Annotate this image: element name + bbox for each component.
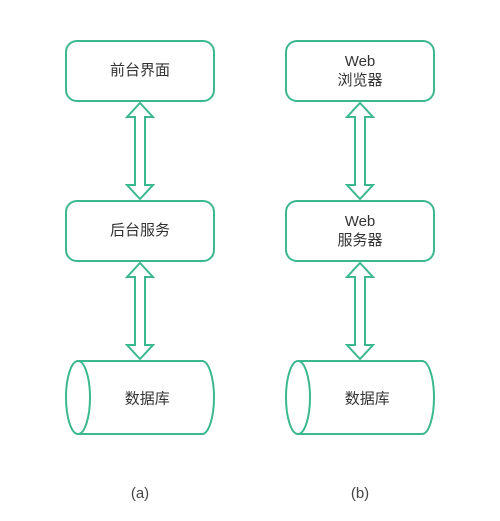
node-label: 数据库	[285, 387, 435, 408]
node-a-mid: 后台服务	[65, 200, 215, 262]
caption-a: (a)	[65, 485, 215, 502]
node-label: 后台服务	[110, 221, 170, 241]
node-b-bottom: 数据库	[285, 360, 435, 435]
node-label-line: 数据库	[125, 390, 170, 407]
node-label: Web	[345, 212, 376, 232]
diagram-canvas: 前台界面后台服务数据库(a) Web浏览器Web服务器数据库(b)	[0, 0, 500, 521]
node-label: 数据库	[65, 387, 215, 408]
double-arrow-icon	[125, 262, 155, 360]
column-a: 前台界面后台服务数据库 (a)	[65, 0, 215, 521]
node-b-top: Web浏览器	[285, 40, 435, 102]
double-arrow-icon	[125, 102, 155, 200]
node-a-bottom: 数据库	[65, 360, 215, 435]
node-label: 浏览器	[337, 71, 382, 91]
caption-b: (b)	[285, 485, 435, 502]
double-arrow-icon	[345, 102, 375, 200]
node-b-mid: Web服务器	[285, 200, 435, 262]
column-b: Web浏览器Web服务器数据库(b)	[285, 0, 435, 521]
node-label: 前台界面	[110, 61, 170, 81]
node-a-top: 前台界面	[65, 40, 215, 102]
node-label: Web	[345, 52, 376, 72]
node-label: 服务器	[337, 231, 382, 251]
node-label-line: 数据库	[345, 390, 390, 407]
double-arrow-icon	[345, 262, 375, 360]
